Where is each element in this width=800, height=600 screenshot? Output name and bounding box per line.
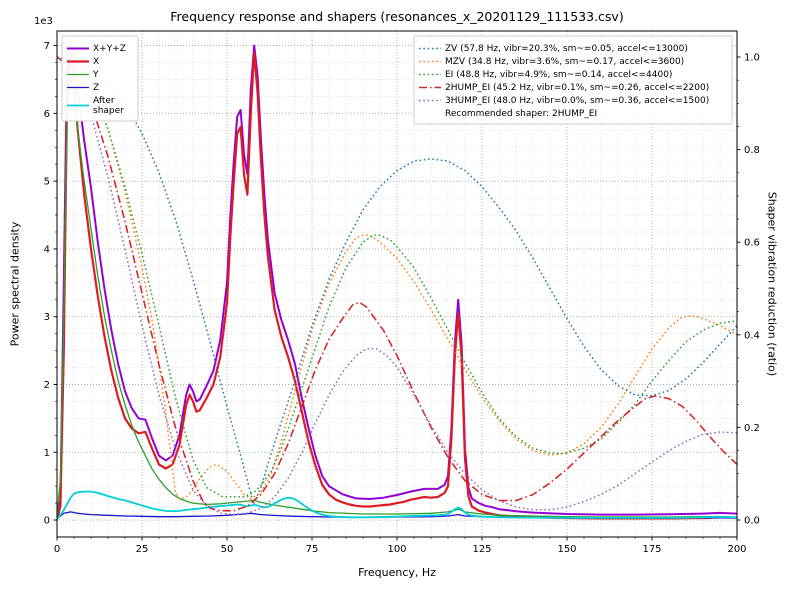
- series-y: [57, 72, 737, 518]
- y-tick-label-right: 0.2: [744, 423, 760, 434]
- series-3HUMP_EI: [57, 56, 737, 516]
- legend-label: MZV (34.8 Hz, vibr=3.6%, sm~=0.17, accel…: [445, 57, 684, 67]
- legend-label: shaper: [93, 106, 124, 116]
- legend-note: Recommended shaper: 2HUMP_EI: [445, 109, 597, 119]
- y-axis-offset-text: 1e3: [34, 16, 53, 27]
- x-tick-label: 150: [557, 544, 576, 555]
- y-tick-label-left: 6: [44, 109, 50, 120]
- legend-label: 2HUMP_EI (45.2 Hz, vibr=0.1%, sm~=0.26, …: [445, 83, 709, 93]
- x-tick-label: 175: [642, 544, 661, 555]
- legend-label: EI (48.8 Hz, vibr=4.9%, sm~=0.14, accel<…: [445, 70, 672, 80]
- x-tick-label: 0: [54, 544, 60, 555]
- x-axis-label: Frequency, Hz: [358, 566, 436, 579]
- series-EI: [57, 56, 737, 498]
- legend-label: X+Y+Z: [93, 44, 126, 54]
- y-tick-label-left: 4: [44, 244, 50, 255]
- y-tick-label-right: 1.0: [744, 53, 760, 64]
- legend-label: X: [93, 57, 99, 67]
- legend-label: Y: [92, 70, 99, 80]
- chart-title: Frequency response and shapers (resonanc…: [170, 9, 624, 24]
- x-tick-label: 200: [727, 544, 746, 555]
- y-tick-label-left: 7: [44, 41, 50, 52]
- legend-label: After: [93, 96, 115, 106]
- x-tick-label: 75: [306, 544, 319, 555]
- series-sum: [57, 41, 737, 519]
- x-tick-label: 100: [387, 544, 406, 555]
- x-tick-label: 25: [136, 544, 149, 555]
- legend-right: ZV (57.8 Hz, vibr=20.3%, sm~=0.05, accel…: [413, 35, 733, 125]
- x-tick-label: 125: [472, 544, 491, 555]
- y-tick-label-left: 3: [44, 312, 50, 323]
- y-tick-label-left: 0: [44, 516, 50, 527]
- y-tick-label-left: 5: [44, 177, 50, 188]
- legend-label: Z: [93, 83, 99, 93]
- y-tick-label-right: 0.6: [744, 238, 760, 249]
- legend-label: ZV (57.8 Hz, vibr=20.3%, sm~=0.05, accel…: [445, 44, 688, 54]
- y-tick-label-right: 0.4: [744, 330, 760, 341]
- y-tick-label-right: 0.8: [744, 145, 760, 156]
- series-after_shaper: [57, 490, 737, 520]
- x-tick-label: 50: [221, 544, 234, 555]
- legend-label: 3HUMP_EI (48.0 Hz, vibr=0.0%, sm~=0.36, …: [445, 96, 709, 106]
- tick-labels: 0 25 50 75 100 125 150 175 200 0 1 2 3 4 5 6 7 0.0 0.2 0.4 0…: [44, 41, 760, 555]
- y-tick-label-right: 0.0: [744, 516, 760, 527]
- series-2HUMP_EI: [57, 56, 737, 512]
- y-tick-label-left: 2: [44, 380, 50, 391]
- series-x: [57, 51, 737, 520]
- y-tick-label-left: 1: [44, 448, 50, 459]
